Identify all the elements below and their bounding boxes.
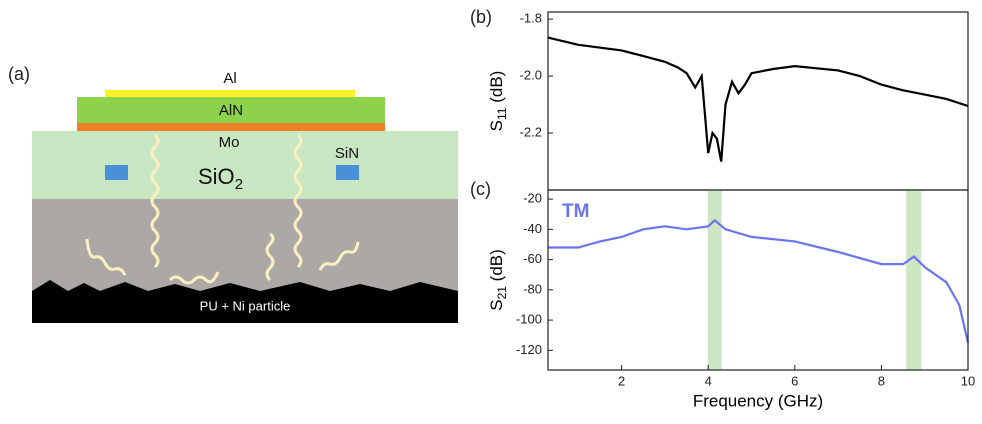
label-sub: 21 [495, 286, 509, 300]
sin-block [105, 165, 128, 180]
plot-frame [547, 189, 969, 371]
y-tick-label: -40 [523, 221, 542, 236]
y-tick-label: -2.0 [520, 68, 542, 83]
y-tick-label: -2.2 [520, 124, 542, 139]
sin-block [336, 165, 359, 180]
label-rest: (dB) [487, 249, 506, 286]
label-main: SiO [198, 164, 235, 189]
y-tick-label: -80 [523, 281, 542, 296]
layer-label: Mo [219, 134, 240, 151]
layer-label: AlN [219, 102, 243, 119]
label-main: S [487, 120, 506, 131]
y-axis-label: S11 (dB) [487, 71, 509, 132]
wave [293, 133, 303, 269]
highlight-band [906, 190, 922, 370]
wave [168, 271, 220, 285]
highlight-band [707, 190, 722, 370]
series-annotation: TM [562, 201, 589, 222]
layer-label: Al [223, 70, 236, 87]
x-tick-label: 6 [791, 373, 798, 388]
wave [150, 133, 160, 269]
layer-label: SiN [335, 145, 359, 162]
data-line [548, 218, 970, 344]
data-line [547, 36, 969, 162]
y-tick-label: -100 [516, 312, 542, 327]
y-tick-label: -60 [523, 251, 542, 266]
label-rest: (dB) [487, 71, 506, 108]
wave-arrows [85, 133, 360, 285]
x-tick-label: 2 [618, 373, 625, 388]
x-axis-label: Frequency (GHz) [693, 391, 823, 410]
layer-label: PU + Ni particle [200, 298, 291, 313]
mo-layer [77, 123, 385, 131]
x-tick-label: 10 [961, 373, 975, 388]
layer-label: SiO2 [198, 164, 243, 193]
substrate [32, 280, 458, 323]
y-axis-label: S21 (dB) [487, 249, 509, 311]
wave [85, 238, 127, 276]
al-layer [105, 90, 355, 97]
y-tick-label: -120 [516, 342, 542, 357]
label-sub: 11 [495, 107, 509, 120]
y-tick-label: -20 [523, 191, 542, 206]
aln-layer [77, 97, 385, 123]
panel-label: (a) [8, 64, 30, 84]
panel-label: (b) [470, 7, 492, 27]
absorber-layer [32, 199, 458, 291]
wave [318, 241, 360, 271]
label-sub: 2 [235, 176, 243, 193]
panel-label: (c) [470, 179, 491, 199]
wave [265, 232, 275, 282]
label-main: S [487, 299, 506, 310]
x-tick-label: 8 [878, 373, 885, 388]
sio2-layer [32, 131, 458, 199]
device-diagram: Al AlN Mo SiN SiO2 PU + Ni particle [32, 70, 458, 323]
x-tick-label: 4 [705, 373, 712, 388]
plot-frame [547, 11, 969, 191]
y-tick-label: -1.8 [520, 11, 542, 26]
